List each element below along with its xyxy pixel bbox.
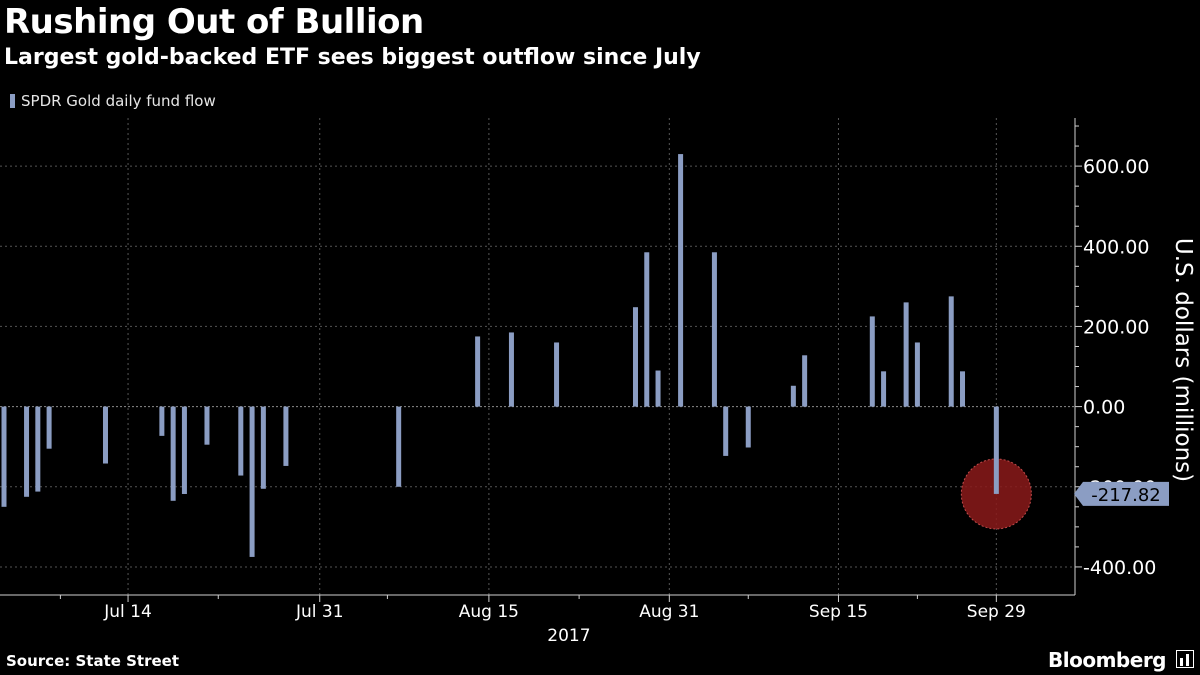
bar-11	[260, 406, 266, 489]
bar-1	[24, 406, 30, 497]
x-tick-label-3: Aug 31	[639, 602, 699, 622]
bar-31	[960, 371, 966, 407]
bar-25	[802, 355, 808, 407]
bar-29	[914, 342, 920, 407]
value-callout-label: -217.82	[1091, 485, 1160, 506]
y-tick-label-3: 0.00	[1083, 397, 1125, 419]
chart-subtitle: Largest gold-backed ETF sees biggest out…	[4, 45, 701, 70]
y-tick-label-5: -400.00	[1083, 557, 1156, 579]
bar-4	[102, 406, 108, 464]
bar-9	[238, 406, 244, 476]
bar-14	[475, 336, 481, 407]
bar-24	[790, 385, 796, 407]
chart-icon	[1176, 650, 1194, 668]
bar-27	[881, 371, 887, 407]
bar-26	[869, 316, 875, 407]
legend-label: SPDR Gold daily fund flow	[21, 92, 216, 110]
bar-10	[249, 406, 255, 557]
x-tick-label-0: Jul 14	[103, 602, 152, 622]
value-callout-tag	[1074, 481, 1169, 506]
bar-5	[159, 406, 165, 436]
y-tick-label-0: 600.00	[1083, 156, 1149, 178]
bar-21	[711, 252, 717, 407]
y-tick-label-2: 200.00	[1083, 316, 1149, 338]
x-tick-label-5: Sep 29	[967, 602, 1026, 622]
source-note: Source: State Street	[6, 652, 180, 670]
bar-13	[396, 406, 402, 487]
bar-0	[1, 406, 7, 507]
x-tick-label-2: Aug 15	[459, 602, 519, 622]
legend-swatch	[10, 94, 15, 108]
bar-3	[46, 406, 52, 449]
bar-30	[948, 296, 954, 407]
bar-15	[508, 332, 514, 407]
legend: SPDR Gold daily fund flow	[10, 92, 216, 110]
bar-8	[204, 406, 210, 445]
chart-title: Rushing Out of Bullion	[4, 2, 424, 42]
bar-20	[678, 154, 684, 407]
bar-23	[745, 406, 751, 448]
bar-17	[632, 307, 638, 407]
bar-22	[723, 406, 729, 456]
bar-7	[181, 406, 187, 494]
bar-6	[170, 406, 176, 501]
brand-logo: Bloomberg	[1048, 648, 1166, 672]
y-tick-label-1: 400.00	[1083, 236, 1149, 258]
bar-2	[35, 406, 41, 492]
x-tick-label-1: Jul 31	[295, 602, 344, 622]
bar-32	[993, 406, 999, 494]
bar-18	[644, 252, 650, 407]
x-axis-year: 2017	[547, 626, 590, 646]
x-tick-label-4: Sep 15	[809, 602, 868, 622]
bar-28	[903, 302, 909, 407]
bar-16	[554, 342, 560, 407]
bar-12	[283, 406, 289, 466]
y-axis-title: U.S. dollars (millions)	[1170, 238, 1196, 482]
bar-19	[655, 370, 661, 407]
